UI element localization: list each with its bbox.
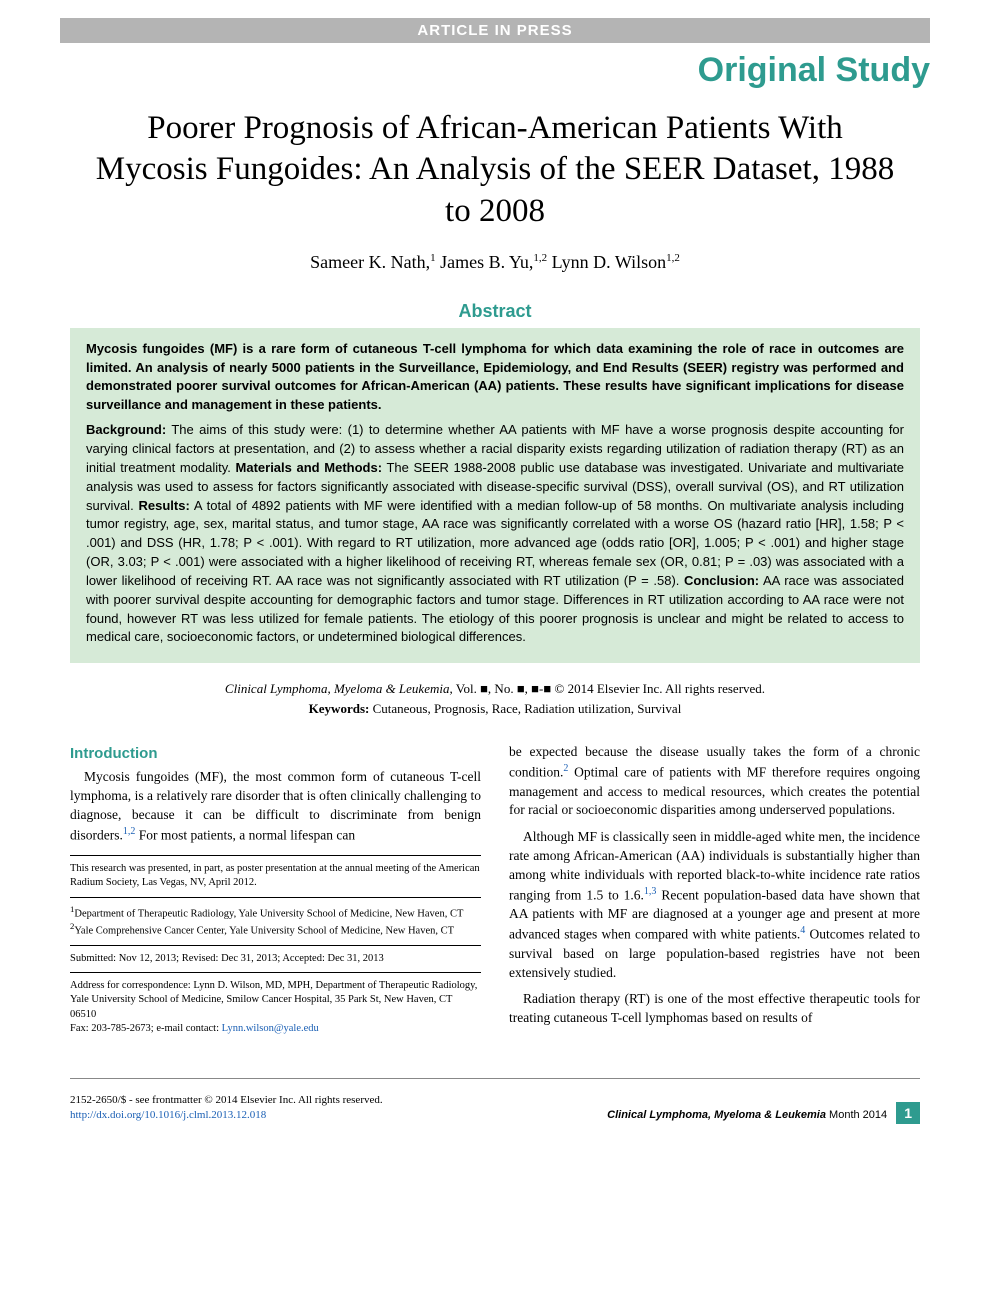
left-column: Introduction Mycosis fungoides (MF), the… bbox=[70, 743, 481, 1048]
article-title: Poorer Prognosis of African-American Pat… bbox=[90, 108, 900, 232]
abstract-lead: Mycosis fungoides (MF) is a rare form of… bbox=[86, 340, 904, 415]
page-footer: 2152-2650/$ - see frontmatter © 2014 Els… bbox=[70, 1085, 920, 1124]
abstract-heading: Abstract bbox=[0, 301, 990, 322]
article-in-press-bar: ARTICLE IN PRESS bbox=[60, 18, 930, 43]
abstract-background-label: Background: bbox=[86, 422, 166, 437]
intro-para-3: Radiation therapy (RT) is one of the mos… bbox=[509, 990, 920, 1028]
intro-para-2: Although MF is classically seen in middl… bbox=[509, 828, 920, 982]
abstract-conclusion-label: Conclusion: bbox=[684, 573, 759, 588]
author: Sameer K. Nath,1 bbox=[310, 252, 435, 272]
author-list: Sameer K. Nath,1 James B. Yu,1,2 Lynn D.… bbox=[0, 252, 990, 273]
ref-link[interactable]: 1,2 bbox=[123, 826, 136, 837]
correspondence: Address for correspondence: Lynn D. Wils… bbox=[70, 979, 481, 1042]
author: Lynn D. Wilson1,2 bbox=[552, 252, 680, 272]
footer-right: Clinical Lymphoma, Myeloma & Leukemia Mo… bbox=[607, 1102, 920, 1124]
abstract-results-label: Results: bbox=[139, 498, 190, 513]
citation-line: Clinical Lymphoma, Myeloma & Leukemia, V… bbox=[80, 681, 910, 697]
abstract-box: Mycosis fungoides (MF) is a rare form of… bbox=[70, 328, 920, 664]
abstract-structured: Background: The aims of this study were:… bbox=[86, 421, 904, 647]
affiliations: 1Department of Therapeutic Radiology, Ya… bbox=[70, 904, 481, 946]
intro-para-1-cont: be expected because the disease usually … bbox=[509, 743, 920, 820]
footer-left: 2152-2650/$ - see frontmatter © 2014 Els… bbox=[70, 1093, 383, 1124]
doi-link[interactable]: http://dx.doi.org/10.1016/j.clml.2013.12… bbox=[70, 1109, 266, 1121]
introduction-heading: Introduction bbox=[70, 743, 481, 764]
intro-para-1: Mycosis fungoides (MF), the most common … bbox=[70, 768, 481, 845]
section-label: Original Study bbox=[0, 51, 930, 90]
right-column: be expected because the disease usually … bbox=[509, 743, 920, 1048]
page-number: 1 bbox=[896, 1102, 920, 1124]
keywords-line: Keywords: Cutaneous, Prognosis, Race, Ra… bbox=[0, 701, 990, 717]
ref-link[interactable]: 1,3 bbox=[644, 886, 657, 897]
footer-divider bbox=[70, 1078, 920, 1079]
presentation-note: This research was presented, in part, as… bbox=[70, 862, 481, 897]
body-columns: Introduction Mycosis fungoides (MF), the… bbox=[70, 743, 920, 1048]
footnotes-block: This research was presented, in part, as… bbox=[70, 855, 481, 1042]
author: James B. Yu,1,2 bbox=[440, 252, 547, 272]
submission-dates: Submitted: Nov 12, 2013; Revised: Dec 31… bbox=[70, 952, 481, 973]
abstract-methods-label: Materials and Methods: bbox=[236, 460, 383, 475]
email-link[interactable]: Lynn.wilson@yale.edu bbox=[222, 1023, 319, 1034]
